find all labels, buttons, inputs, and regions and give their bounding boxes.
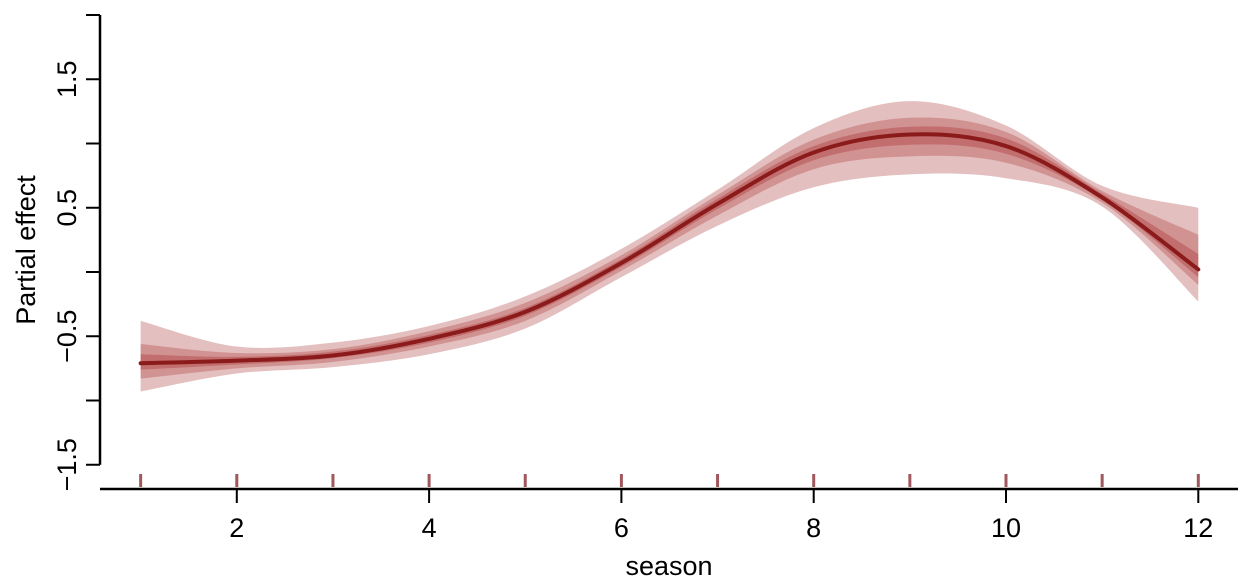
- x-tick-label: 12: [1183, 513, 1213, 543]
- effect-line: [138, 132, 1201, 366]
- confidence-bands: [140, 101, 1199, 392]
- y-tick-label: 0.5: [52, 189, 82, 227]
- x-tick-label: 4: [422, 513, 437, 543]
- x-tick-label: 8: [806, 513, 821, 543]
- y-axis-title: Partial effect: [11, 175, 41, 325]
- x-axis-title: season: [625, 551, 712, 581]
- y-tick-label: −1.5: [52, 438, 82, 491]
- y-tick-label: 1.5: [52, 60, 82, 98]
- axes: [86, 14, 1238, 503]
- effect-lines: [138, 132, 1201, 366]
- x-tick-label: 2: [229, 513, 244, 543]
- rug-ticks: [139, 474, 1200, 487]
- y-tick-label: −0.5: [52, 310, 82, 363]
- confidence-band-outer: [140, 101, 1199, 392]
- x-tick-label: 10: [991, 513, 1021, 543]
- tick-labels: −1.5 −0.5 0.5 1.5 2 4 6 8 10 12: [52, 60, 1213, 543]
- x-tick-label: 6: [614, 513, 629, 543]
